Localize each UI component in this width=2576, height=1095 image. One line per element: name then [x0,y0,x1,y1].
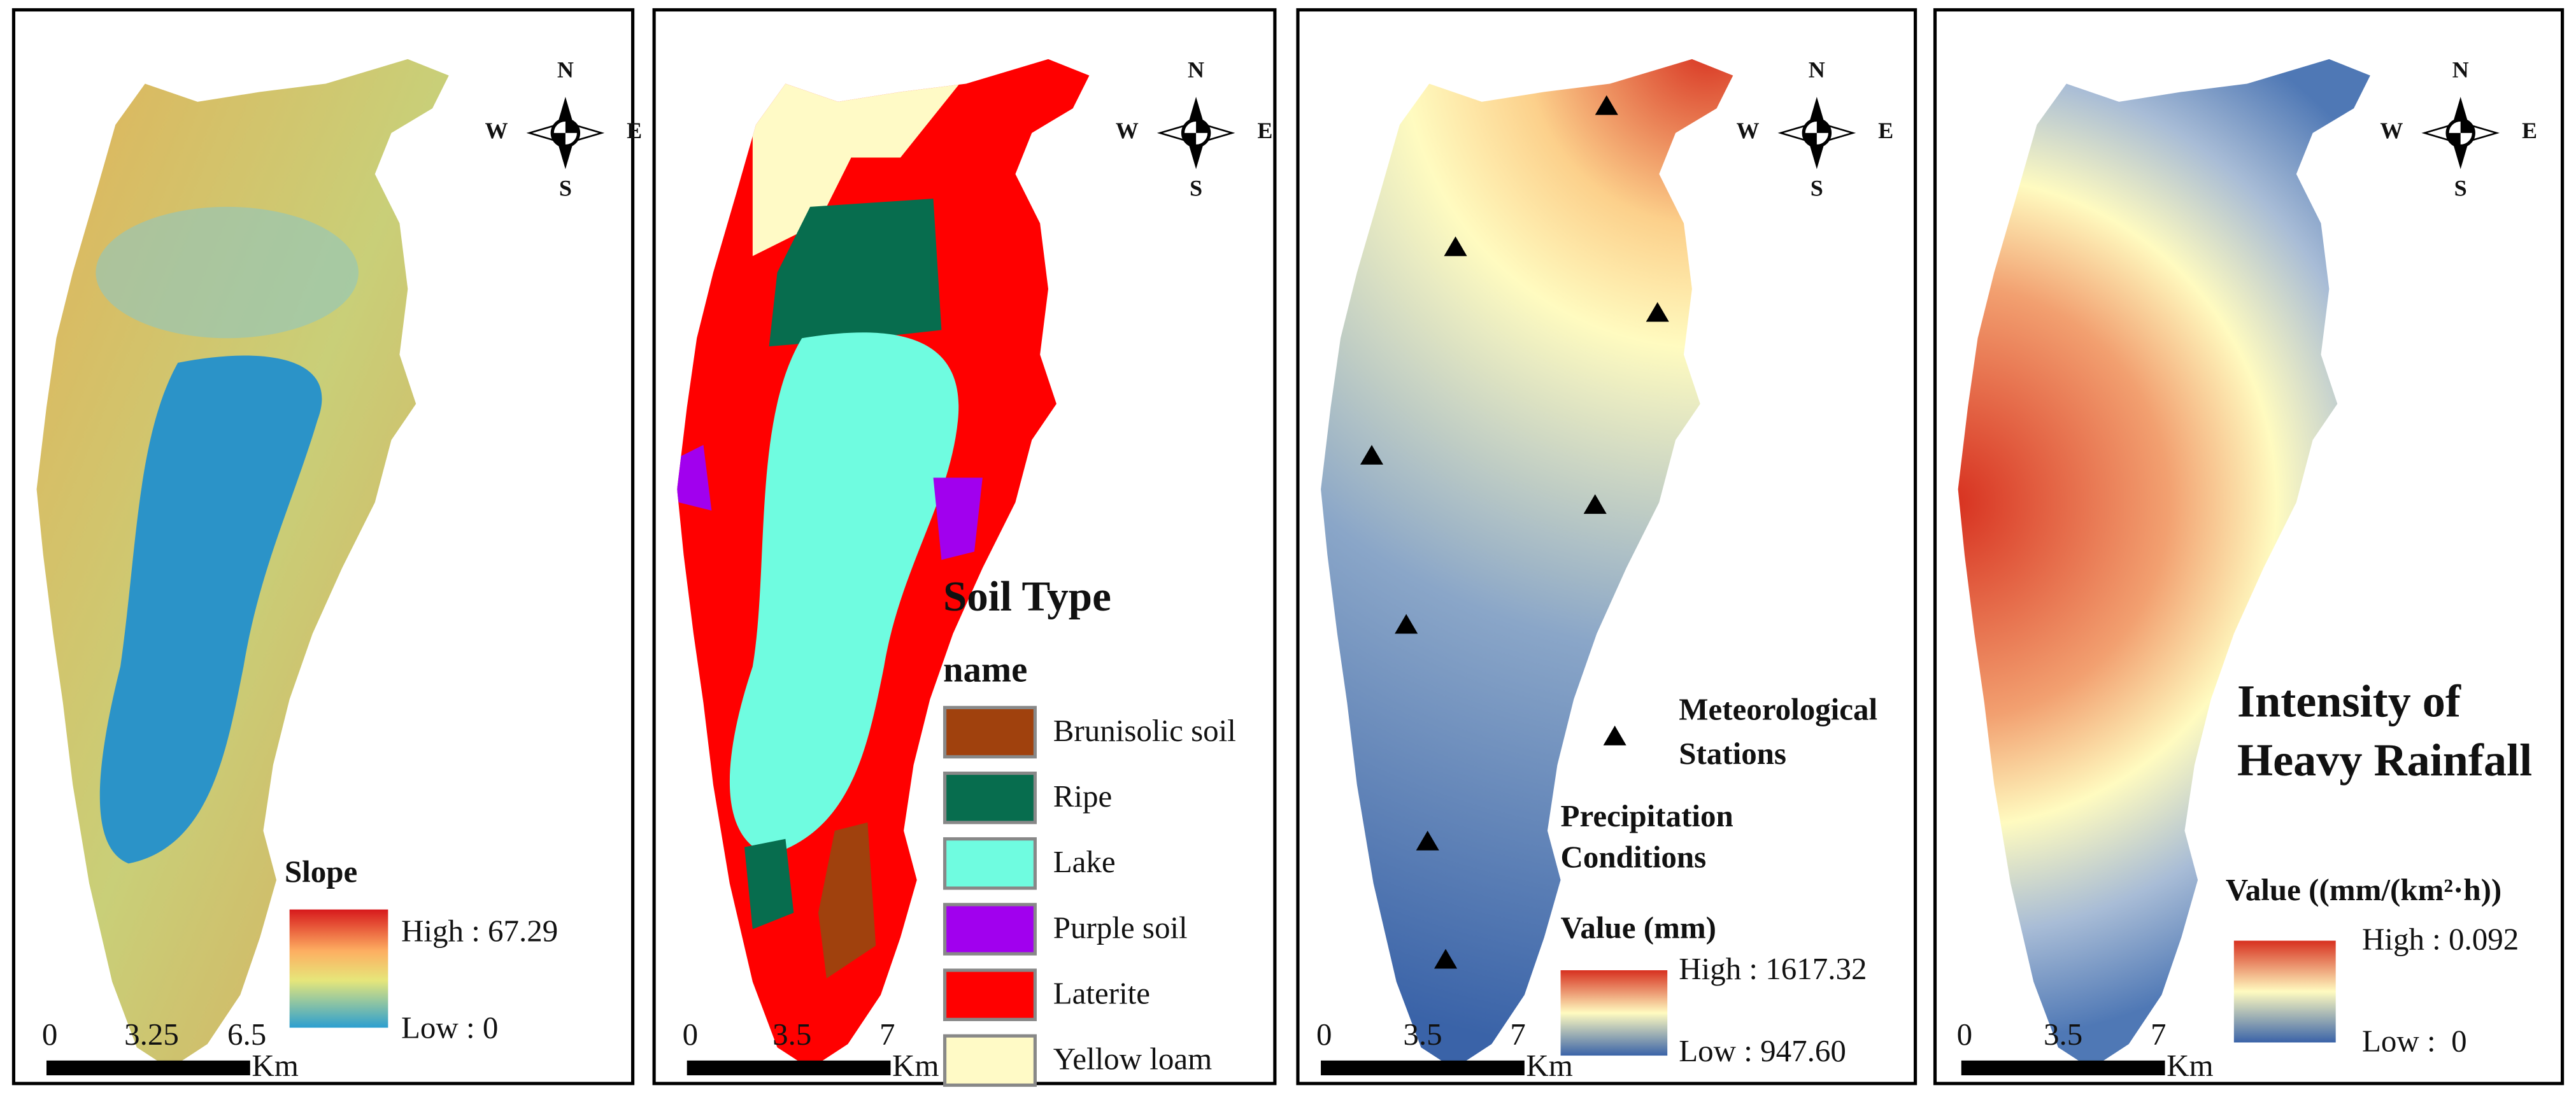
panel-precipitation: N S W E Meteorological Stations Precipit… [1296,8,1918,1085]
panel-soil: N S W E Soil Type name Brunisolic soil Ri… [652,8,1277,1087]
scale-tick: 0 [42,1017,58,1052]
compass-w: W [1736,118,1759,143]
compass-n: N [557,57,574,83]
legend-high: High : 0.092 [2362,921,2519,956]
legend-title: Heavy Rainfall [2237,735,2532,786]
compass-n: N [1188,57,1204,83]
station-label: Meteorological [1679,691,1877,726]
compass-e: E [1257,118,1272,143]
scale-tick: 0 [1316,1017,1332,1052]
legend-label: Ripe [1053,779,1113,814]
scale-tick: 3.5 [2044,1017,2082,1052]
scale-tick: 0 [1957,1017,1973,1052]
compass-w: W [485,118,508,143]
compass-e: E [1878,118,1893,143]
legend-title: Intensity of [2237,675,2461,726]
scale-tick: 6.5 [227,1017,266,1052]
legend-swatch [943,968,1037,1021]
legend-title: Conditions [1561,839,1707,874]
legend-label: Brunisolic soil [1053,713,1236,748]
legend-low: Low : 0 [2362,1023,2467,1058]
legend-low: Low : 0 [401,1010,498,1045]
legend-low: Low : 947.60 [1679,1033,1846,1068]
compass-s: S [1190,175,1202,201]
scale-tick: 0 [683,1017,698,1052]
legend-swatch [943,837,1037,890]
legend-swatch [943,771,1037,824]
compass-e: E [627,118,642,143]
legend-high: High : 67.29 [401,914,558,949]
scale-unit: Km [892,1048,939,1083]
compass-n: N [2452,57,2469,83]
legend-label: Laterite [1053,976,1150,1011]
legend-swatch [943,903,1037,956]
scale-tick: 3.5 [772,1017,811,1052]
legend-subtitle: Value (mm) [1561,910,1716,945]
scale-unit: Km [2167,1048,2213,1083]
legend-swatch [943,1034,1037,1087]
scale-unit: Km [252,1048,298,1083]
legend-title: Precipitation [1561,798,1733,833]
legend-label: Purple soil [1053,910,1188,945]
compass-e: E [2522,118,2537,143]
compass-n: N [1809,57,1825,83]
panel-slope: N S W E Slope High : 67.29 Low : 0 0 3.2… [11,8,642,1085]
compass-w: W [2380,118,2403,143]
scale-tick: 3.25 [124,1017,179,1052]
scale-unit: Km [1526,1048,1572,1083]
legend-swatch [943,705,1037,759]
legend-subtitle: Value ((mm/(km²·h)) [2226,872,2501,907]
station-label: Stations [1679,736,1786,771]
scale-tick: 7 [2151,1017,2167,1052]
scale-tick: 3.5 [1403,1017,1442,1052]
legend-subtitle: name [943,649,1027,689]
scale-tick: 7 [1510,1017,1526,1052]
legend-title: Soil Type [943,572,1111,620]
compass-s: S [559,175,572,201]
compass-s: S [1811,175,1823,201]
legend-title: Slope [285,854,357,889]
legend-high: High : 1617.32 [1679,951,1867,986]
legend-label: Lake [1053,844,1116,879]
legend-label: Yellow loam [1053,1042,1213,1077]
panel-intensity: N S W E Intensity of Heavy Rainfall Valu… [1933,8,2565,1085]
compass-s: S [2454,175,2467,201]
scale-tick: 7 [879,1017,895,1052]
compass-w: W [1116,118,1139,143]
